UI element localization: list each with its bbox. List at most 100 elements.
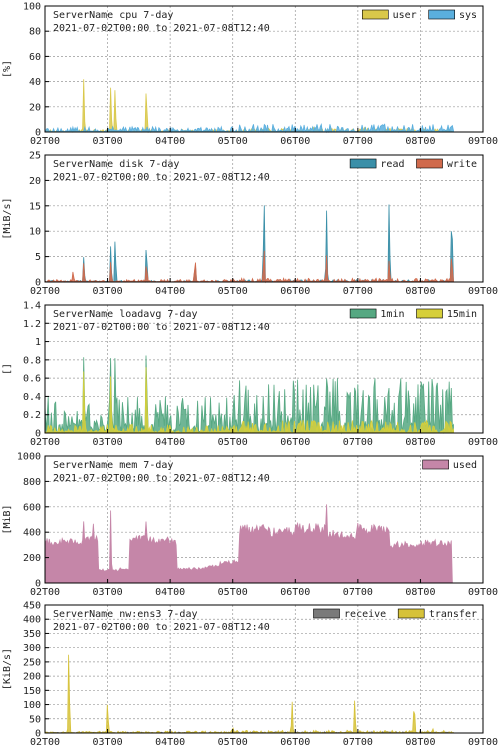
y-tick-label: 200 xyxy=(23,672,41,683)
legend-swatch-15min xyxy=(416,308,443,319)
x-tick-label: 07T00 xyxy=(343,587,373,598)
legend-label-transfer: transfer xyxy=(429,609,477,620)
y-tick-label: 150 xyxy=(23,686,41,697)
legend-label-1min: 1min xyxy=(380,309,404,320)
legend: 15min 1min xyxy=(349,308,477,320)
x-tick-label: 09T00 xyxy=(468,587,498,598)
grid xyxy=(45,605,483,733)
legend-swatch-1min xyxy=(349,308,377,319)
x-tick-label: 02T00 xyxy=(30,737,60,748)
y-tick-label: 0.6 xyxy=(23,374,41,385)
plot-frame xyxy=(44,154,484,283)
x-tick-label: 05T00 xyxy=(218,136,248,147)
x-tick-label: 05T00 xyxy=(218,737,248,748)
y-tick-label: 0.2 xyxy=(23,410,41,421)
y-tick-label: 20 xyxy=(29,102,41,113)
y-tick-label: 300 xyxy=(23,643,41,654)
plot-area xyxy=(45,605,483,733)
x-tick-label: 04T00 xyxy=(155,737,185,748)
legend-swatch-user xyxy=(361,9,389,20)
x-tick-label: 08T00 xyxy=(405,286,435,297)
series-sys xyxy=(44,123,454,134)
chart-title: ServerName nw:ens3 7-day xyxy=(53,609,198,620)
y-axis-label: [MiB/s] xyxy=(2,197,13,239)
legend-label-used: used xyxy=(453,460,477,471)
legend: sys user xyxy=(361,9,477,21)
x-tick-label: 08T00 xyxy=(405,737,435,748)
legend-swatch-write xyxy=(416,158,443,169)
x-tick-label: 06T00 xyxy=(280,737,310,748)
y-tick-label: 1.4 xyxy=(23,301,41,312)
chart-subtitle: 2021-07-02T00:00 to 2021-07-08T12:40 xyxy=(53,172,270,183)
x-tick-label: 09T00 xyxy=(468,136,498,147)
legend: write read xyxy=(349,158,477,170)
y-axis-label: [] xyxy=(2,363,13,375)
y-tick-label: 400 xyxy=(23,528,41,539)
x-tick-label: 02T00 xyxy=(30,286,60,297)
grid xyxy=(45,155,483,282)
chart-subtitle: 2021-07-02T00:00 to 2021-07-08T12:40 xyxy=(53,622,270,633)
x-tick-label: 08T00 xyxy=(405,587,435,598)
x-tick-label: 02T00 xyxy=(30,437,60,448)
x-tick-label: 09T00 xyxy=(468,437,498,448)
chart-subtitle: 2021-07-02T00:00 to 2021-07-08T12:40 xyxy=(53,473,270,484)
y-tick-label: 10 xyxy=(29,227,41,238)
plot-frame xyxy=(44,304,484,434)
y-tick-label: 0 xyxy=(35,579,41,590)
y-tick-label: 20 xyxy=(29,176,41,187)
legend-label-receive: receive xyxy=(344,609,386,620)
y-tick-label: 0 xyxy=(35,429,41,440)
x-tick-label: 08T00 xyxy=(405,136,435,147)
x-tick-label: 06T00 xyxy=(280,286,310,297)
y-axis-label: [KiB/s] xyxy=(2,648,13,690)
y-tick-label: 1.2 xyxy=(23,319,41,330)
chart-5: 0 50 100 150 200 250 300 350 400 450 02T00 03T00 04T… xyxy=(2,601,498,749)
legend-swatch-read xyxy=(349,158,377,169)
legend: used xyxy=(422,459,477,471)
x-tick-label: 04T00 xyxy=(155,136,185,147)
plot-area xyxy=(45,6,483,132)
legend-label-sys: sys xyxy=(459,10,477,21)
y-tick-label: 1 xyxy=(35,337,41,348)
y-tick-label: 1000 xyxy=(17,452,41,463)
x-tick-label: 06T00 xyxy=(280,587,310,598)
chart-3: 0 0.2 0.4 0.6 0.8 1 1.2 1.4 02T00 03T00 04T00 05T00… xyxy=(2,301,498,449)
x-tick-label: 07T00 xyxy=(343,437,373,448)
x-tick-label: 07T00 xyxy=(343,136,373,147)
chart-title: ServerName mem 7-day xyxy=(53,460,173,471)
plot-frame xyxy=(44,604,484,734)
legend-label-user: user xyxy=(393,10,417,21)
x-tick-label: 04T00 xyxy=(155,587,185,598)
legend-label-write: write xyxy=(447,159,477,170)
legend-swatch-receive xyxy=(313,608,340,619)
y-tick-label: 100 xyxy=(23,2,41,13)
x-tick-label: 05T00 xyxy=(218,587,248,598)
y-tick-label: 50 xyxy=(29,714,41,725)
y-tick-label: 5 xyxy=(35,252,41,263)
y-tick-label: 250 xyxy=(23,657,41,668)
y-tick-label: 0 xyxy=(35,278,41,289)
x-tick-label: 05T00 xyxy=(218,286,248,297)
legend-swatch-sys xyxy=(428,9,456,20)
x-tick-label: 07T00 xyxy=(343,286,373,297)
y-tick-label: 80 xyxy=(29,27,41,38)
x-tick-label: 03T00 xyxy=(93,437,123,448)
y-axis-label: [MiB] xyxy=(2,504,13,534)
y-tick-label: 0.4 xyxy=(23,392,41,403)
x-tick-label: 06T00 xyxy=(280,437,310,448)
chart-1: 0 20 40 60 80 100 02T00 03T00 04T00 05T00 06T00 07T… xyxy=(2,2,498,148)
chart-subtitle: 2021-07-02T00:00 to 2021-07-08T12:40 xyxy=(53,23,270,34)
y-tick-label: 15 xyxy=(29,201,41,212)
x-tick-label: 02T00 xyxy=(30,136,60,147)
y-tick-label: 800 xyxy=(23,477,41,488)
x-tick-label: 04T00 xyxy=(155,437,185,448)
y-axis-label: [%] xyxy=(2,60,13,78)
legend-label-15min: 15min xyxy=(447,309,477,320)
x-tick-label: 04T00 xyxy=(155,286,185,297)
x-tick-label: 03T00 xyxy=(93,587,123,598)
chart-subtitle: 2021-07-02T00:00 to 2021-07-08T12:40 xyxy=(53,322,270,333)
x-tick-label: 07T00 xyxy=(343,737,373,748)
x-tick-label: 09T00 xyxy=(468,737,498,748)
x-tick-label: 08T00 xyxy=(405,437,435,448)
chart-title: ServerName cpu 7-day xyxy=(53,10,173,21)
